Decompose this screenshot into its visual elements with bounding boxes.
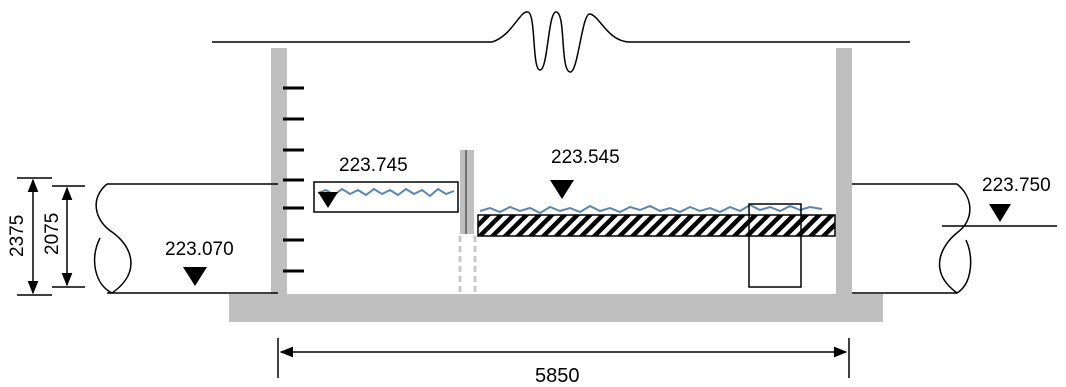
dim-outer-height-lines <box>17 177 85 296</box>
label-outlet-level: 223.750 <box>982 175 1051 196</box>
left-wall <box>271 48 287 296</box>
level-marker-inlet-box <box>318 192 338 208</box>
hatched-channel <box>477 214 836 237</box>
label-inlet-box-level: 223.745 <box>339 155 408 176</box>
level-marker-inlet-invert <box>183 267 207 286</box>
label-width: 5850 <box>535 365 580 387</box>
level-marker-channel <box>550 180 574 199</box>
right-wall <box>836 48 852 296</box>
level-marker-outlet <box>989 204 1011 222</box>
outlet-pipe <box>852 183 972 294</box>
inlet-box <box>313 181 459 213</box>
sump-box <box>748 203 802 288</box>
inlet-box-water <box>317 187 455 198</box>
base-slab <box>229 294 883 322</box>
ground-line <box>212 11 910 73</box>
label-inner-height: 2075 <box>42 213 63 255</box>
label-inlet-invert: 223.070 <box>165 239 234 260</box>
staff-gauge-ticks <box>283 86 304 273</box>
inlet-pipe <box>93 183 278 294</box>
dim-width-lines <box>277 338 850 378</box>
baffle-plate <box>460 150 474 234</box>
label-channel-level: 223.545 <box>551 147 620 168</box>
label-outer-height: 2375 <box>7 215 28 257</box>
channel-water <box>479 203 823 215</box>
